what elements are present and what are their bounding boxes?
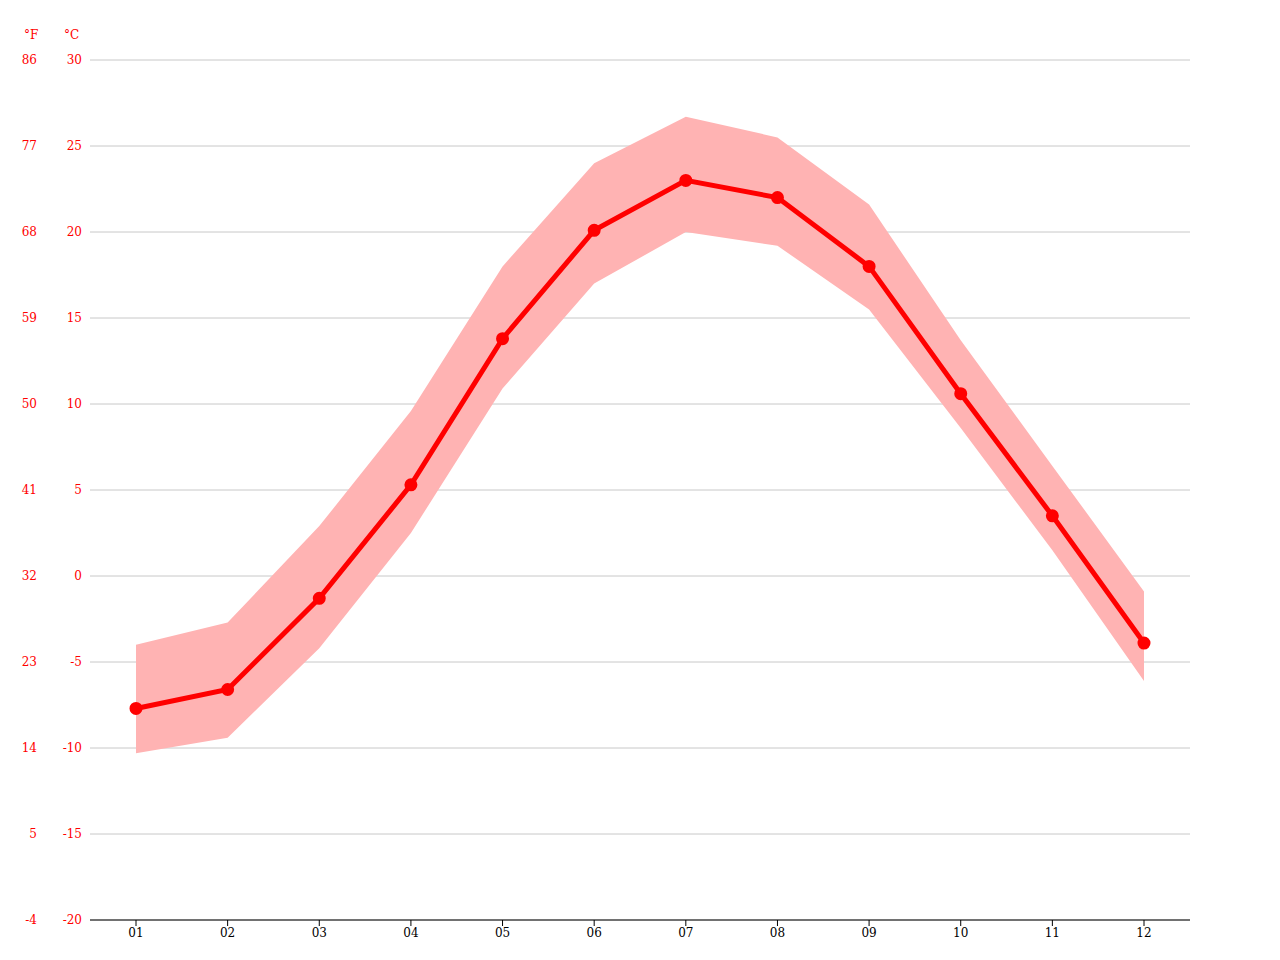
svg-text:14: 14	[22, 741, 38, 755]
svg-text:-4: -4	[25, 913, 37, 927]
svg-text:-5: -5	[70, 655, 82, 669]
svg-text:01: 01	[128, 926, 143, 940]
svg-text:-15: -15	[63, 827, 82, 841]
svg-text:-20: -20	[63, 913, 82, 927]
svg-text:04: 04	[403, 926, 419, 940]
svg-text:50: 50	[22, 397, 37, 411]
svg-text:07: 07	[678, 926, 693, 940]
svg-text:11: 11	[1045, 926, 1060, 940]
svg-text:05: 05	[495, 926, 510, 940]
svg-text:5: 5	[29, 827, 37, 841]
svg-text:10: 10	[67, 397, 82, 411]
svg-text:25: 25	[67, 139, 82, 153]
svg-text:0: 0	[74, 569, 82, 583]
svg-text:30: 30	[67, 53, 82, 67]
svg-text:20: 20	[67, 225, 82, 239]
svg-text:10: 10	[953, 926, 968, 940]
svg-text:59: 59	[22, 311, 37, 325]
svg-text:12: 12	[1136, 926, 1151, 940]
svg-text:09: 09	[861, 926, 876, 940]
html-text:°C: °C	[64, 28, 80, 42]
svg-text:23: 23	[22, 655, 37, 669]
svg-text:86: 86	[22, 53, 37, 67]
svg-text:77: 77	[22, 139, 37, 153]
svg-text:32: 32	[22, 569, 37, 583]
svg-text:02: 02	[220, 926, 235, 940]
html-text:°F: °F	[24, 28, 39, 42]
svg-text:41: 41	[22, 483, 37, 497]
svg-text:-10: -10	[63, 741, 82, 755]
svg-text:68: 68	[22, 225, 37, 239]
svg-text:5: 5	[74, 483, 82, 497]
svg-text:08: 08	[770, 926, 785, 940]
svg-text:15: 15	[67, 311, 82, 325]
svg-text:03: 03	[312, 926, 327, 940]
svg-text:06: 06	[587, 926, 602, 940]
